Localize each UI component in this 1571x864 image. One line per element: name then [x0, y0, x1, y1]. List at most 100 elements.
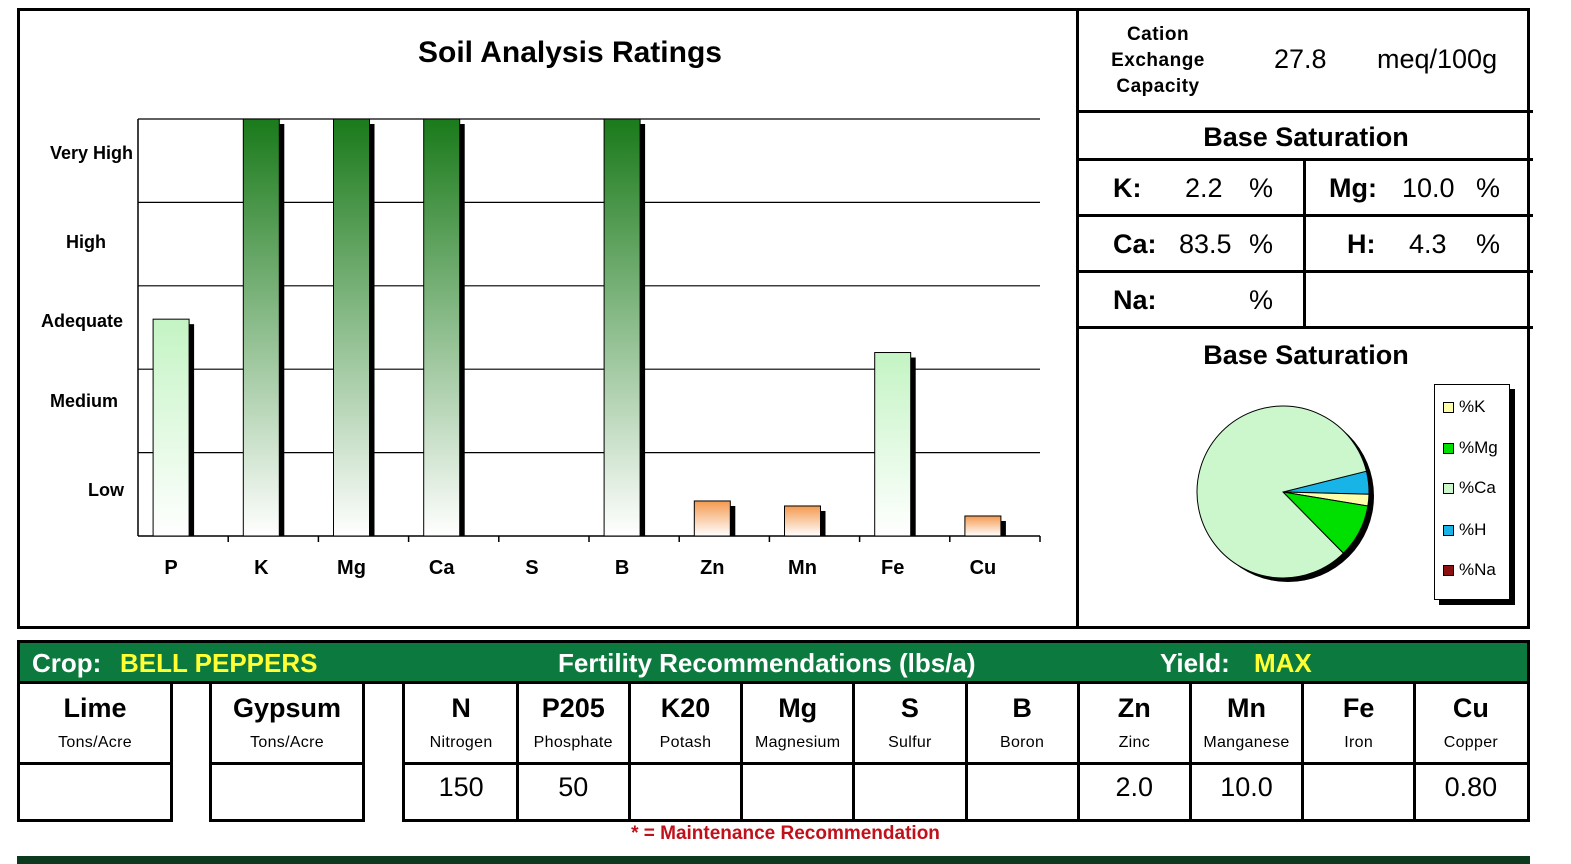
gypsum-box: Gypsum Tons/Acre — [209, 684, 365, 822]
nutrient-column: P205 Phosphate 50 — [517, 684, 629, 819]
bar-b — [603, 118, 641, 537]
nutrient-name: Sulfur — [888, 734, 932, 751]
base-saturation-pie-chart — [1196, 405, 1374, 582]
base-saturation-title: Base Saturation — [1203, 122, 1409, 152]
y-level-label: Very High — [50, 143, 133, 163]
cec-unit: meq/100g — [1377, 44, 1498, 74]
nutrient-title: N — [451, 693, 471, 723]
x-tick-label: Fe — [881, 557, 904, 579]
right-panel: Cation Exchange Capacity 27.8 meq/100g B… — [1076, 8, 1533, 629]
bar-k — [242, 118, 280, 537]
nutrient-column: K20 Potash — [629, 684, 741, 819]
nutrient-name: Magnesium — [754, 734, 841, 751]
bar-zn — [693, 500, 731, 537]
lime-unit: Tons/Acre — [58, 734, 132, 751]
bottom-strip — [17, 856, 1530, 864]
divider — [1413, 684, 1417, 819]
divider — [1079, 214, 1533, 217]
legend-item-na: %Na — [1443, 560, 1496, 580]
nutrient-value: 0.80 — [1444, 772, 1498, 802]
divider — [1079, 326, 1533, 329]
nutrient-column: Cu Copper 0.80 — [1415, 684, 1527, 819]
divider — [627, 684, 631, 819]
nutrient-name: Potash — [659, 734, 712, 751]
bar-ca — [423, 118, 461, 537]
maintenance-note: * = Maintenance Recommendation — [631, 823, 940, 844]
nutrient-name: Manganese — [1203, 734, 1290, 751]
h-label: H: — [1347, 229, 1376, 259]
nutrient-value: 10.0 — [1220, 772, 1273, 802]
pie-slice — [1196, 405, 1368, 579]
yield-value: MAX — [1254, 648, 1312, 678]
divider — [212, 762, 362, 765]
nutrient-title: Zn — [1117, 693, 1151, 723]
x-tick-label: B — [615, 557, 629, 579]
legend-swatch — [1443, 442, 1454, 454]
nutrient-name: Boron — [999, 734, 1045, 751]
nutrient-name: Zinc — [1118, 734, 1150, 751]
legend-item-mg: %Mg — [1443, 438, 1498, 458]
x-tick-label: Mn — [788, 557, 817, 579]
divider — [740, 684, 744, 819]
nutrient-name: Phosphate — [533, 734, 613, 751]
cec-label-line: Exchange — [1111, 50, 1205, 71]
nutrient-title: B — [1012, 693, 1032, 723]
nutrient-value: 50 — [558, 772, 589, 802]
legend-label: %K — [1459, 397, 1486, 416]
mg-pct: % — [1476, 173, 1501, 203]
x-tick-label: Mg — [337, 557, 366, 579]
y-level-label: Medium — [50, 391, 118, 411]
nutrient-title: Cu — [1452, 693, 1489, 723]
nutrient-title: S — [900, 693, 919, 723]
nutrient-column: Zn Zinc 2.0 — [1078, 684, 1190, 819]
divider — [1079, 110, 1533, 113]
y-level-label: High — [66, 232, 106, 252]
nutrient-name: Copper — [1443, 734, 1499, 751]
recommendations-header: Crop: BELL PEPPERS Fertility Recommendat… — [17, 640, 1530, 684]
y-level-label: Low — [88, 480, 125, 500]
crop-value: BELL PEPPERS — [120, 648, 318, 678]
nutrient-value: 2.0 — [1115, 772, 1154, 802]
nutrient-title: P205 — [541, 693, 605, 723]
k-pct: % — [1249, 173, 1274, 203]
nutrient-column: Mn Manganese 10.0 — [1190, 684, 1302, 819]
divider — [1079, 158, 1533, 161]
divider — [1303, 158, 1306, 328]
bar-mg — [333, 118, 370, 537]
yield-label: Yield: — [1160, 648, 1230, 678]
divider — [852, 684, 856, 819]
crop-label: Crop: — [32, 648, 102, 678]
soil-ratings-bar-chart: Very High High Adequate Medium Low P K Mg Ca S B Zn… — [41, 118, 1041, 579]
pie-title: Base Saturation — [1203, 340, 1409, 370]
gypsum-title: Gypsum — [232, 693, 342, 723]
x-tick-label: K — [254, 557, 269, 579]
mg-label: Mg: — [1329, 173, 1377, 203]
legend-swatch — [1443, 524, 1454, 536]
gypsum-unit: Tons/Acre — [250, 734, 324, 751]
chart-title: Soil Analysis Ratings — [418, 36, 722, 69]
nutrient-name: Nitrogen — [429, 734, 493, 751]
soil-analysis-frame — [17, 8, 1530, 629]
bar-cu — [964, 515, 1002, 537]
bar-mn — [784, 505, 821, 537]
legend-label: %Na — [1459, 560, 1496, 579]
x-tick-label: P — [164, 557, 177, 579]
ca-value: 83.5 — [1179, 229, 1232, 259]
legend-item-ca: %Ca — [1443, 478, 1496, 498]
legend-swatch — [1443, 482, 1454, 494]
k-label: K: — [1113, 173, 1142, 203]
y-level-label: Adequate — [41, 311, 123, 331]
cec-label-line: Capacity — [1116, 76, 1200, 97]
nutrient-column: Mg Magnesium — [742, 684, 854, 819]
divider — [1076, 684, 1080, 819]
nutrient-column: N Nitrogen 150 — [405, 684, 517, 819]
h-value: 4.3 — [1409, 229, 1447, 259]
legend-item-k: %K — [1443, 397, 1485, 417]
divider — [515, 684, 519, 819]
cec-label-line: Cation — [1126, 24, 1190, 45]
nutrient-table: N Nitrogen 150 P205 Phosphate 50 K20 Potash Mg Ma… — [402, 684, 1530, 822]
x-tick-label: Zn — [700, 557, 724, 579]
nutrient-title: Fe — [1342, 693, 1375, 723]
ca-label: Ca: — [1113, 229, 1157, 259]
nutrient-column: S Sulfur — [854, 684, 966, 819]
